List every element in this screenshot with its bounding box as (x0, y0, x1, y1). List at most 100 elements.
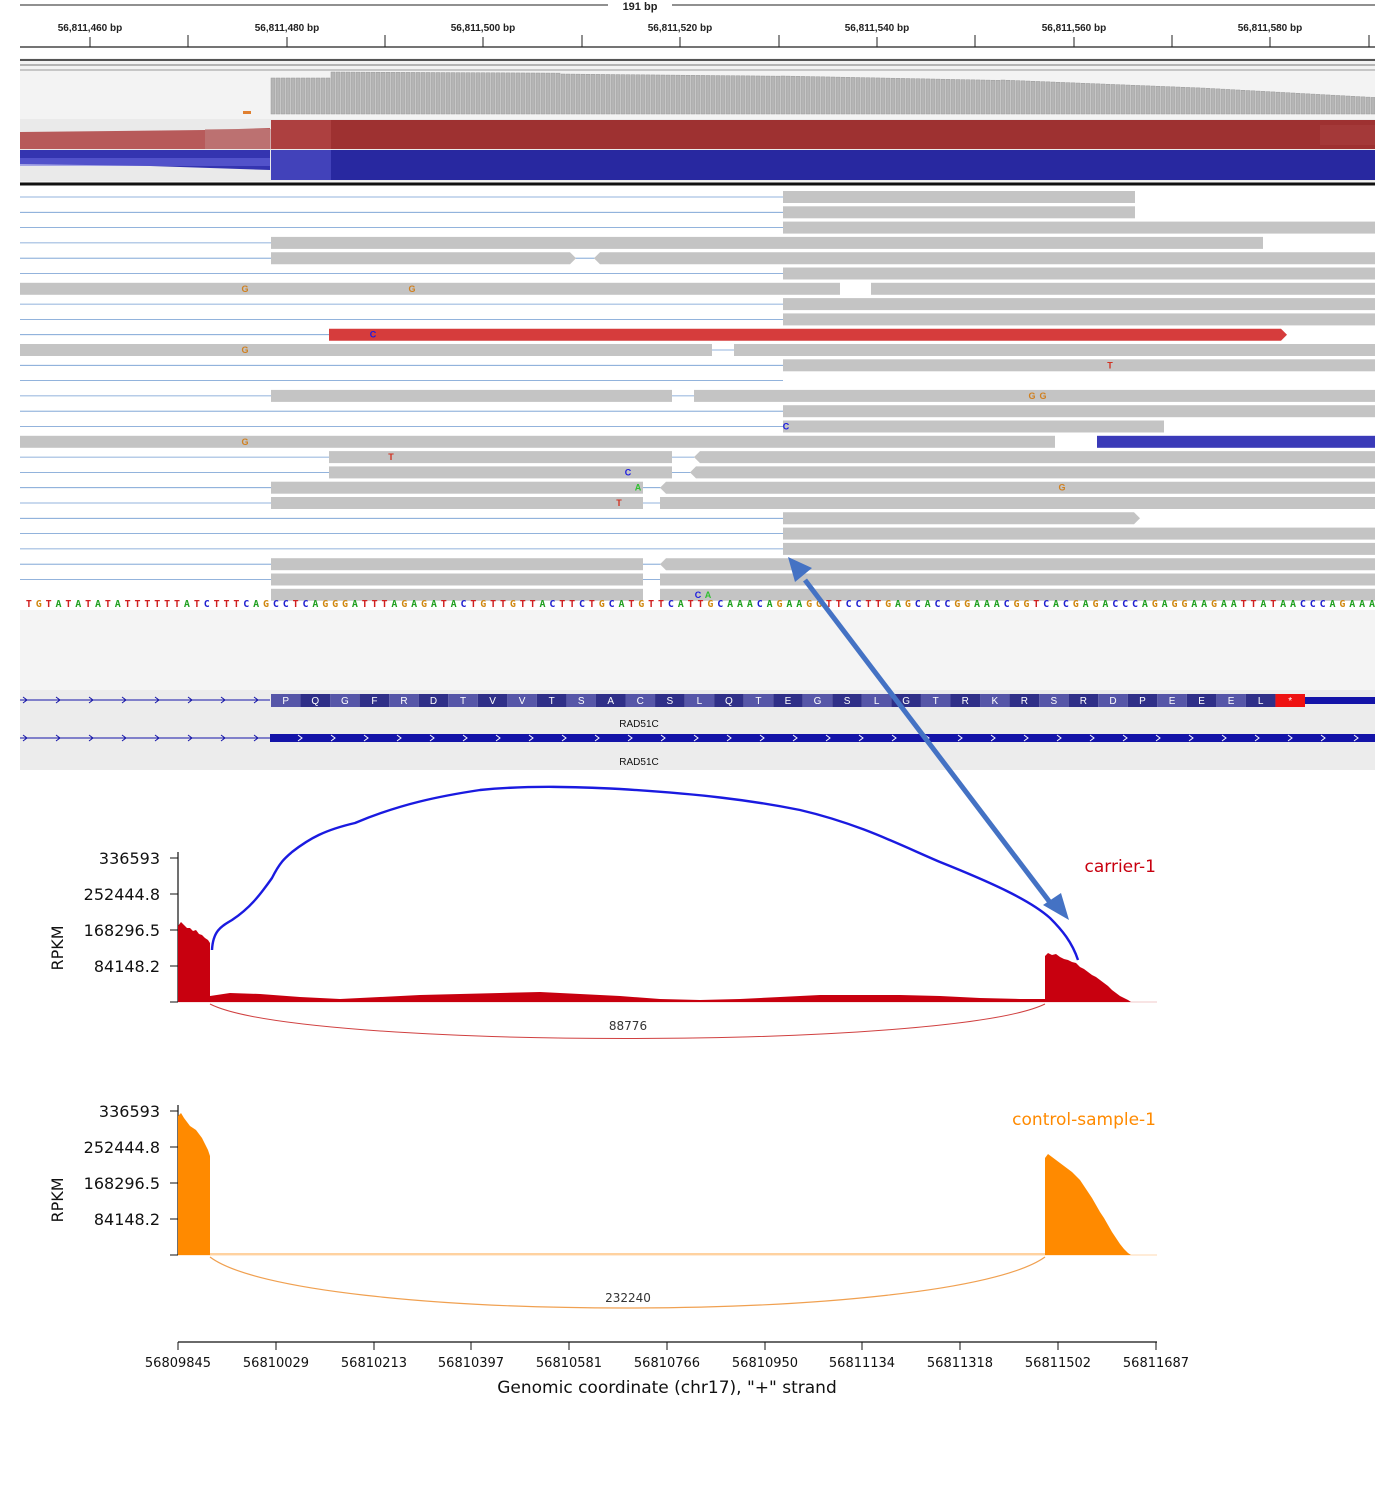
coverage-bar (825, 76, 831, 115)
coverage-bar (685, 75, 691, 115)
mismatch-base: C (783, 422, 790, 432)
coverage-bar (1060, 82, 1066, 115)
coverage-bar (635, 74, 641, 115)
sequence-base: T (569, 599, 575, 610)
coverage-bar (875, 77, 881, 115)
coverage-bar (485, 72, 491, 115)
coverage-bar (305, 77, 311, 115)
coverage-bar (1140, 85, 1146, 115)
amino-acid-letter: T (755, 696, 761, 707)
sequence-base: C (609, 599, 615, 610)
strand-chevron (726, 734, 732, 742)
coverage-bar (595, 74, 601, 115)
strand-chevron (187, 734, 193, 742)
read-block (783, 420, 1164, 433)
coverage-bar (385, 72, 391, 115)
coverage-bar (870, 77, 876, 115)
coverage-bar (1175, 86, 1181, 115)
sequence-base: C (549, 599, 555, 610)
coverage-bar (445, 72, 451, 115)
strand-chevron (1353, 734, 1359, 742)
sequence-base: T (530, 599, 536, 610)
read-block (329, 451, 672, 464)
coverage-bar (1220, 88, 1226, 115)
coverage-bar (1295, 93, 1301, 115)
strand-chevron (1320, 734, 1326, 742)
mismatch-base: C (695, 590, 702, 600)
sequence-base: A (895, 599, 901, 610)
strand-chevron (154, 696, 160, 704)
ruler-label-5: 56,811,540 bp (845, 23, 910, 34)
coverage-bar (1125, 84, 1131, 115)
amino-acid-letter: T (549, 696, 555, 707)
read-block (271, 497, 643, 509)
coverage-bar (1065, 82, 1071, 115)
sequence-base: C (935, 599, 941, 610)
amino-acid-box (920, 694, 951, 707)
strand-chevron (594, 734, 600, 742)
sequence-base: T (381, 599, 387, 610)
mismatch-base: G (408, 284, 415, 294)
control-y-ticks: 336593 252444.8 168296.5 84148.2 (84, 1102, 178, 1256)
amino-acid-box (271, 694, 301, 707)
carrier-ytick-3: 168296.5 (84, 921, 160, 940)
coverage-bar (1160, 86, 1166, 115)
coverage-bar (930, 78, 936, 115)
coverage-bar (410, 72, 416, 115)
coverage-bar (850, 77, 856, 115)
amino-acid-box (832, 694, 862, 707)
amino-acid-letter: R (400, 696, 407, 707)
sequence-base: A (1349, 599, 1355, 610)
sequence-base: C (1132, 599, 1138, 610)
sequence-base: G (905, 599, 911, 610)
sequence-base: G (1093, 599, 1099, 610)
coverage-bar (600, 74, 606, 115)
strand-chevron (1089, 734, 1095, 742)
sequence-base: C (1043, 599, 1049, 610)
sequence-base: G (776, 599, 782, 610)
coverage-bar (1280, 92, 1286, 115)
ruler-label-2: 56,811,480 bp (255, 23, 320, 34)
coverage-bar (345, 71, 351, 115)
coverage-bar (800, 76, 806, 115)
coverage-bar (1105, 83, 1111, 115)
coverage-bar (1085, 83, 1091, 115)
amino-acid-letter: P (1139, 696, 1146, 707)
coverage-bar (375, 71, 381, 115)
coverage-bar (845, 77, 851, 115)
carrier-y-ticks: 336593 252444.8 168296.5 84148.2 (84, 849, 178, 1003)
coverage-bar (1080, 82, 1086, 115)
amino-acid-letter: C (637, 696, 644, 707)
amino-acid-box (418, 694, 449, 707)
amino-acid-letter: * (1288, 696, 1292, 707)
amino-acid-box (1216, 694, 1246, 707)
coverage-bar (585, 74, 591, 115)
coverage-bar (890, 77, 896, 115)
coverage-bar (920, 78, 926, 115)
sequence-base: A (767, 599, 773, 610)
amino-acid-box (1039, 694, 1069, 707)
sequence-base: G (1181, 599, 1187, 610)
read-block (329, 466, 672, 479)
read-block (660, 497, 1375, 509)
mismatch-base: G (241, 345, 248, 355)
amino-acid-box (802, 694, 833, 707)
coverage-bar (1120, 84, 1126, 115)
sequence-base: T (520, 599, 526, 610)
sequence-base: A (391, 599, 397, 610)
coverage-bar (300, 77, 306, 115)
amino-acid-box (1068, 694, 1099, 707)
sequence-base: T (46, 599, 52, 610)
read-block (690, 466, 1375, 479)
sequence-base: A (451, 599, 457, 610)
coverage-bar (290, 77, 296, 115)
coverage-bar (550, 72, 556, 115)
coverage-bar (1285, 92, 1291, 115)
coverage-bar (700, 75, 706, 115)
sequence-base: G (638, 599, 644, 610)
coverage-bar (505, 72, 511, 115)
coverage-bar (1090, 83, 1096, 115)
mismatch-base: A (635, 483, 642, 493)
read-block (271, 573, 643, 586)
amino-acid-box (1186, 694, 1217, 707)
